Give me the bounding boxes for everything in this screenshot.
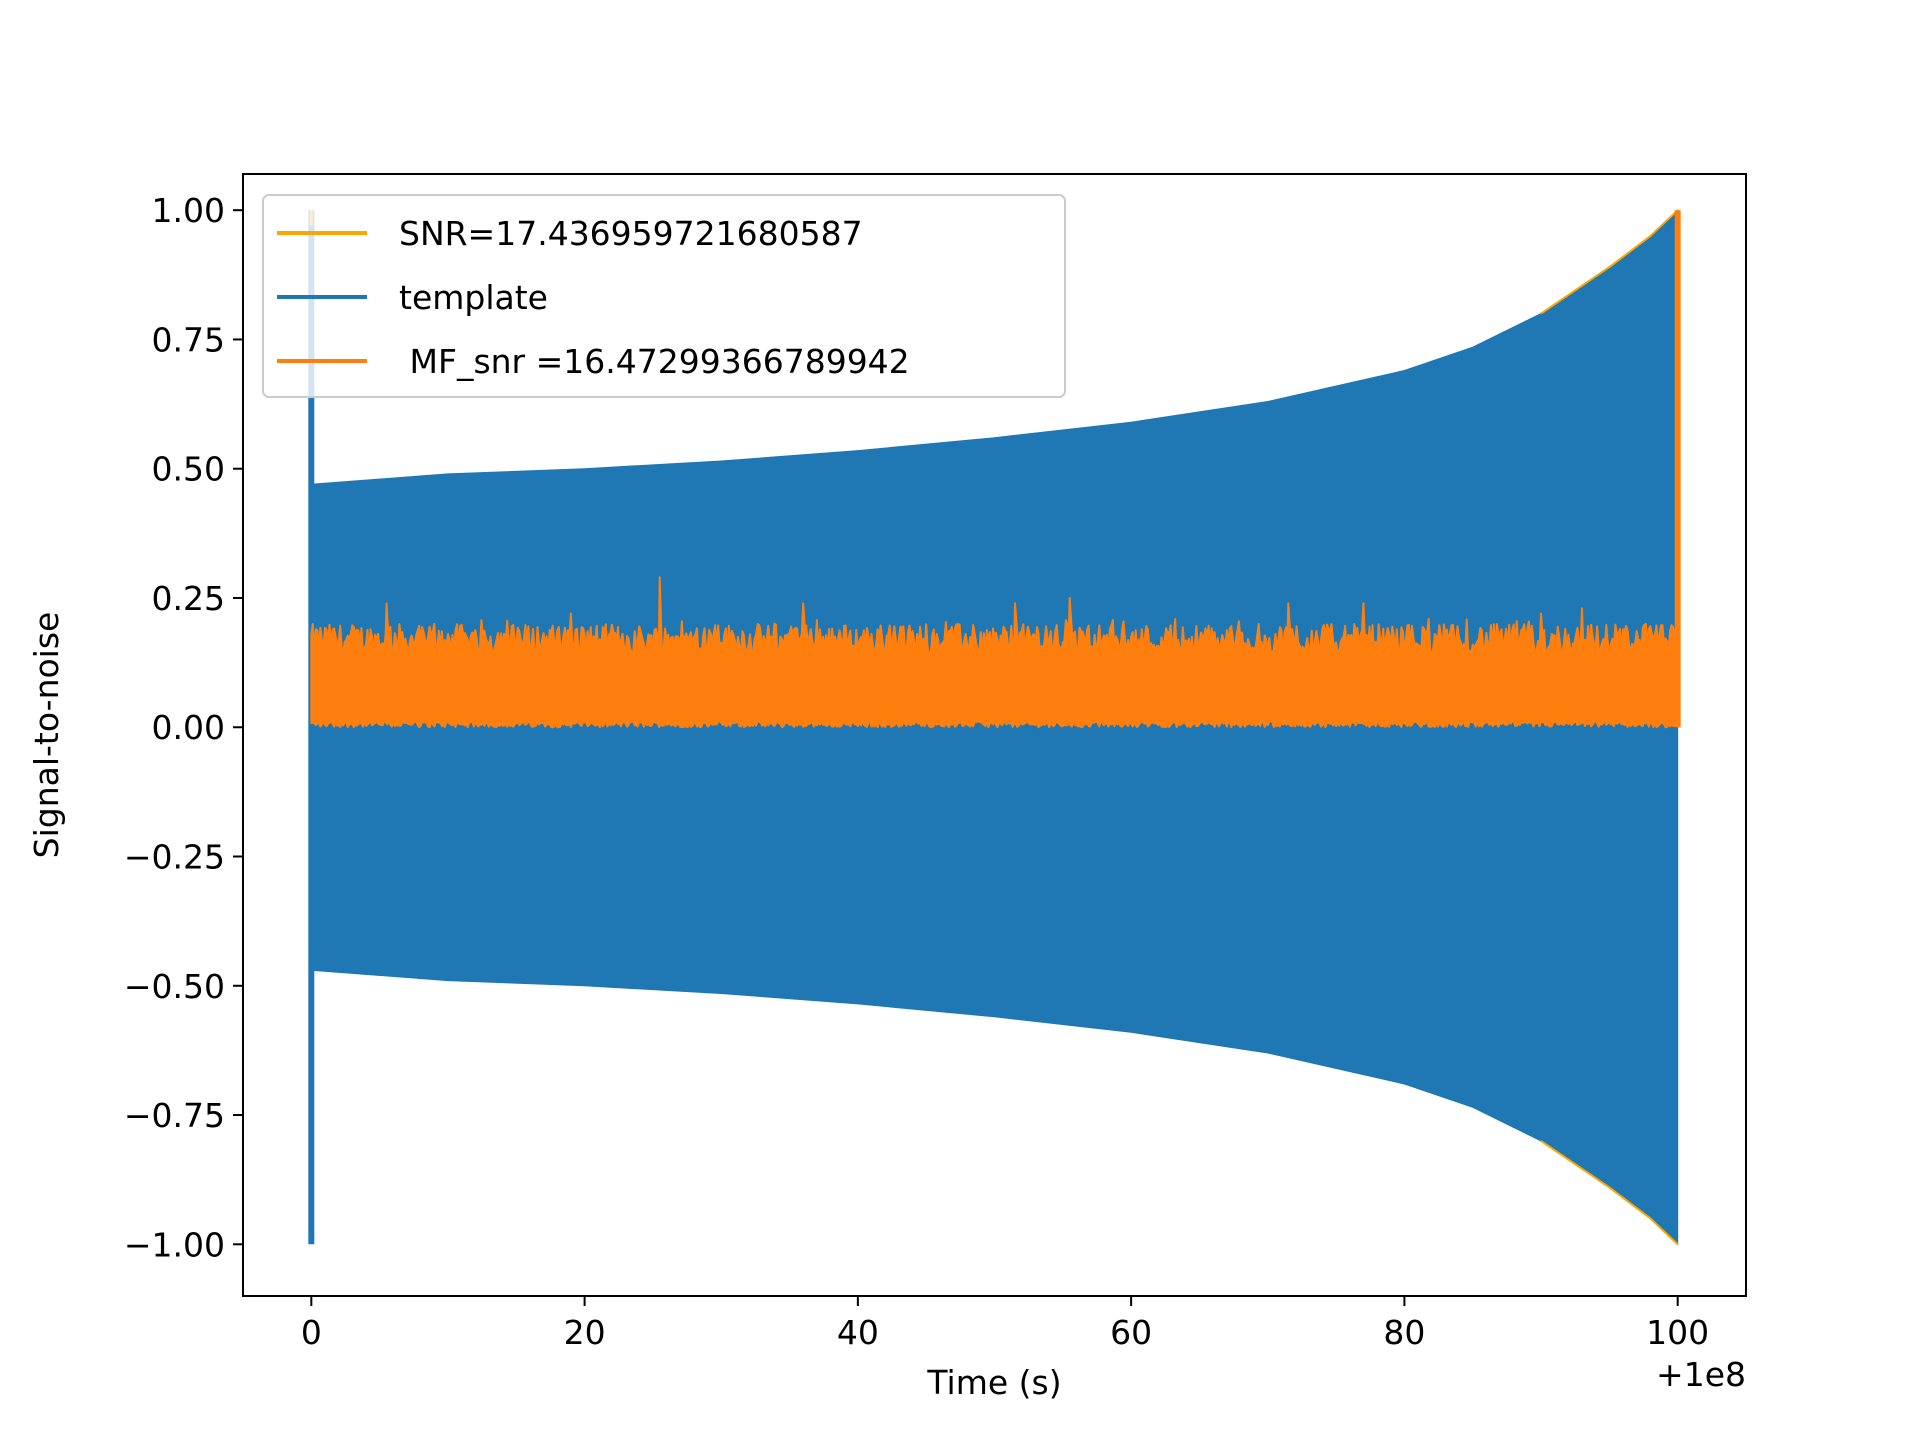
x-axis-offset-label: +1e8 — [1656, 1355, 1746, 1394]
y-axis-label: Signal-to-noise — [27, 612, 66, 859]
x-tick-label-0: 0 — [301, 1313, 322, 1352]
legend-label-0: SNR=17.436959721680587 — [399, 214, 863, 253]
legend: SNR=17.436959721680587 template MF_snr =1… — [262, 194, 1066, 398]
snr-edge-upper — [1540, 209, 1679, 315]
y-tick-label-3: 0.25 — [152, 579, 225, 618]
y-tick-label-1: 0.75 — [152, 320, 225, 359]
y-tick-label-6: −0.50 — [124, 967, 225, 1006]
y-tick-label-2: 0.50 — [152, 450, 225, 489]
y-tick-label-4: 0.00 — [152, 708, 225, 747]
plot-area — [308, 209, 1681, 1246]
x-axis: 0 20 40 60 80 100 — [301, 1296, 1709, 1352]
y-tick-label-5: −0.25 — [124, 838, 225, 877]
y-tick-label-0: 1.00 — [152, 191, 225, 230]
x-tick-label-3: 60 — [1110, 1313, 1152, 1352]
legend-box — [262, 194, 1066, 398]
y-axis: 1.00 0.75 0.50 0.25 0.00 −0.25 −0.50 −0.75 −1.00 — [124, 191, 243, 1264]
y-tick-label-8: −1.00 — [124, 1225, 225, 1264]
x-axis-label: Time (s) — [926, 1363, 1061, 1402]
x-tick-label-1: 20 — [564, 1313, 606, 1352]
y-tick-label-7: −0.75 — [124, 1096, 225, 1135]
axes-frame — [242, 173, 1747, 1297]
x-tick-label-5: 100 — [1646, 1313, 1709, 1352]
legend-label-2: MF_snr =16.47299366789942 — [399, 342, 910, 381]
x-tick-label-4: 80 — [1383, 1313, 1425, 1352]
x-tick-label-2: 40 — [837, 1313, 879, 1352]
snr-edge-lower — [1540, 1140, 1679, 1246]
legend-label-1: template — [399, 278, 548, 317]
